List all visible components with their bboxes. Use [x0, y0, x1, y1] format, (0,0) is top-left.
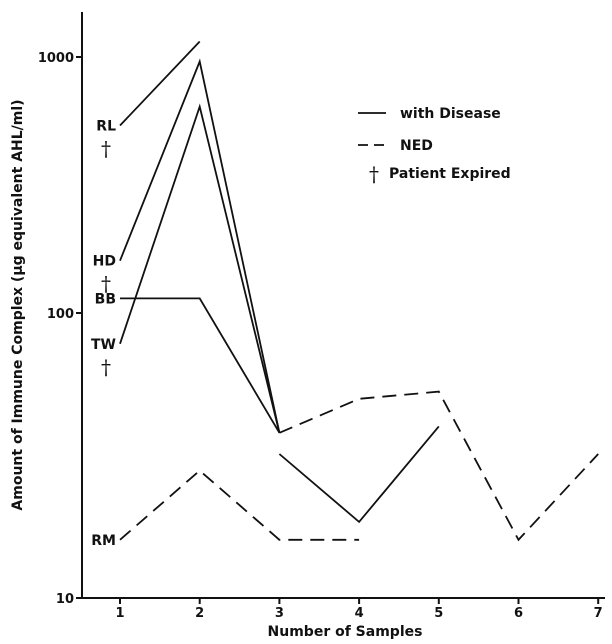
y-tick-label: 10	[56, 592, 74, 607]
series-line-hd-solid	[119, 58, 281, 433]
patient-label-hd: HD	[93, 254, 116, 270]
series-line-rm-dashed	[119, 469, 360, 541]
series-line-bb-dashed	[279, 390, 599, 542]
x-axis-title: Number of Samples	[268, 624, 423, 640]
series-lines	[119, 40, 599, 542]
dagger-icon-hd: †	[101, 272, 111, 296]
patient-label-tw: TW	[91, 337, 116, 353]
series-line-bb-solid	[120, 297, 281, 434]
legend-with-disease-label: with Disease	[400, 106, 501, 122]
x-tick-label: 1	[115, 606, 124, 621]
ticks: 10 100 1000 1 2 3 4 5 6 7	[38, 51, 603, 621]
legend-dagger-icon: †	[369, 162, 379, 186]
patient-label-rl: RL	[96, 119, 116, 135]
series-line-rl-solid	[119, 40, 201, 127]
x-tick-label: 7	[594, 606, 603, 621]
y-tick-label: 1000	[38, 51, 74, 66]
legend: with Disease NED † Patient Expired	[358, 106, 511, 186]
dagger-icon-rl: †	[101, 137, 111, 161]
x-tick-label: 4	[355, 606, 364, 621]
x-tick-label: 6	[514, 606, 523, 621]
series-line-tw-solid	[119, 103, 281, 434]
legend-expired-label: Patient Expired	[389, 166, 511, 182]
x-tick-label: 3	[275, 606, 284, 621]
legend-ned-label: NED	[400, 138, 433, 154]
x-tick-label: 2	[195, 606, 204, 621]
axes	[81, 12, 605, 599]
x-tick-label: 5	[434, 606, 443, 621]
dagger-icon-tw: †	[101, 355, 111, 379]
series-line-unlabeled-5-solid	[278, 425, 440, 524]
y-axis-title: Amount of Immune Complex (μg equivalent …	[10, 99, 26, 510]
patient-label-rm: RM	[91, 533, 116, 549]
patient-label-bb: BB	[95, 291, 116, 307]
y-tick-label: 100	[47, 307, 74, 322]
